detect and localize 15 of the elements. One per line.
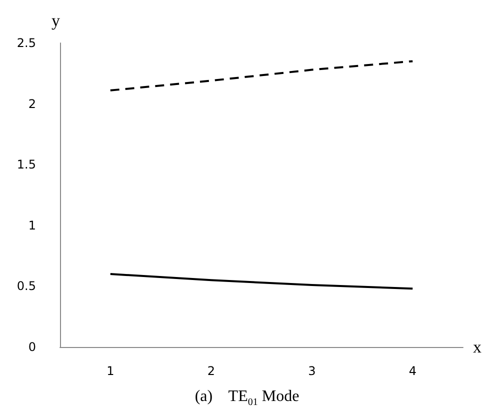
line-series	[109, 273, 414, 290]
y-tick-label: 0	[28, 340, 36, 354]
y-tick-label: 1	[28, 218, 36, 232]
line-series	[109, 60, 414, 92]
text: (a) TE$_{01}$ Mode	[194, 388, 300, 408]
x-tick-label: 4	[408, 364, 416, 378]
y-tick-label: 2.5	[16, 36, 36, 50]
y-tick-label: 0.5	[16, 279, 36, 294]
x-axis-title: x	[473, 338, 482, 356]
x-tick-label: 3	[308, 364, 316, 378]
y-tick-label: 2	[28, 96, 36, 111]
x-tick-label: 2	[207, 364, 215, 378]
y-tick-label: 1.5	[16, 158, 36, 172]
y-axis-title: y	[52, 11, 60, 30]
x-tick-label: 1	[106, 364, 114, 378]
